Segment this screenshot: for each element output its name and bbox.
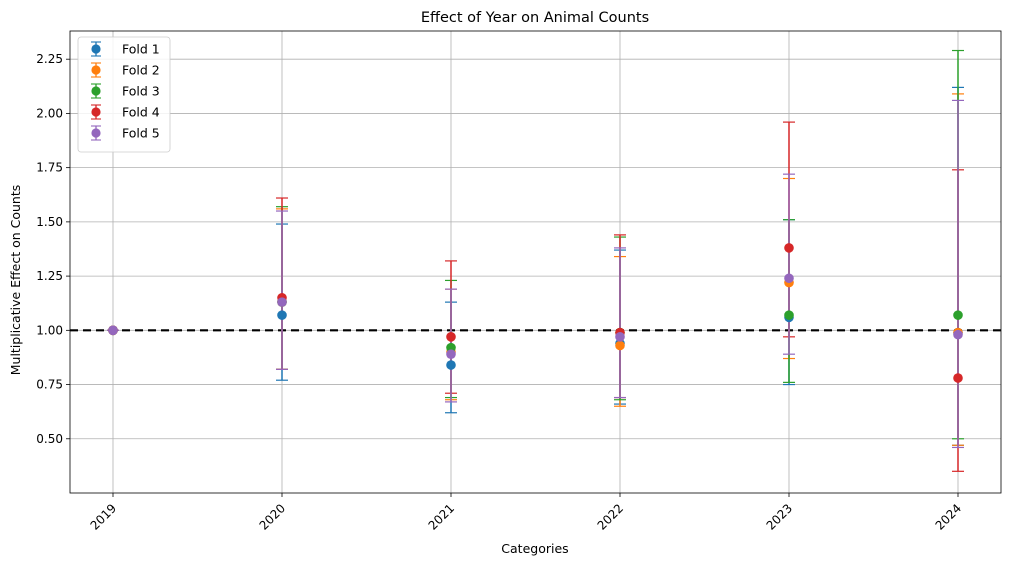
x-tick-label: 2022 (595, 501, 626, 532)
y-axis-label: Multiplicative Effect on Counts (8, 185, 23, 376)
legend: Fold 1 Fold 2 Fold 3 Fold 4 Fold 5 (77, 36, 171, 153)
data-point (615, 340, 625, 351)
data-point (446, 360, 456, 370)
y-tick-label: 2.25 (36, 52, 63, 66)
data-point (446, 332, 456, 342)
x-tick-label: 2021 (426, 501, 457, 532)
x-axis-label: Categories (501, 541, 568, 556)
y-tick-label: 1.00 (36, 323, 63, 337)
y-tick-label: 0.75 (36, 378, 63, 392)
chart-title: Effect of Year on Animal Counts (421, 10, 649, 26)
data-points (108, 243, 963, 383)
legend-box (77, 36, 171, 153)
legend-label: Fold 2 (122, 63, 160, 78)
legend-marker (91, 44, 101, 54)
legend-marker (91, 86, 101, 96)
data-point (784, 273, 794, 284)
data-point (615, 332, 625, 342)
data-point (953, 310, 963, 320)
grid (70, 31, 1001, 493)
y-tick-label: 0.50 (36, 432, 63, 446)
legend-label: Fold 3 (122, 84, 160, 99)
y-tick-label: 1.25 (36, 269, 63, 283)
data-point (277, 310, 287, 320)
legend-marker (91, 107, 101, 117)
ticks: 2019 2020 2021 2022 2023 2024 0.50 0.75 1.00 1.25… (36, 52, 964, 533)
x-tick-label: 2019 (88, 501, 119, 532)
axes (69, 30, 1002, 494)
y-tick-label: 1.50 (36, 215, 63, 229)
x-tick-label: 2023 (764, 501, 795, 532)
x-tick-label: 2020 (257, 501, 288, 532)
data-point (446, 349, 456, 359)
data-point (784, 310, 794, 320)
y-tick-label: 1.75 (36, 161, 63, 175)
data-point (277, 297, 287, 307)
legend-marker (91, 128, 101, 138)
plot-frame (69, 30, 1002, 494)
data-point (784, 243, 794, 253)
y-tick-label: 2.00 (36, 106, 63, 120)
data-point (108, 325, 118, 336)
data-point (953, 373, 963, 383)
data-point (953, 329, 963, 340)
legend-label: Fold 4 (122, 105, 160, 120)
legend-marker (91, 65, 101, 75)
legend-label: Fold 1 (122, 42, 160, 57)
x-tick-label: 2024 (933, 501, 964, 532)
legend-label: Fold 5 (122, 126, 160, 141)
